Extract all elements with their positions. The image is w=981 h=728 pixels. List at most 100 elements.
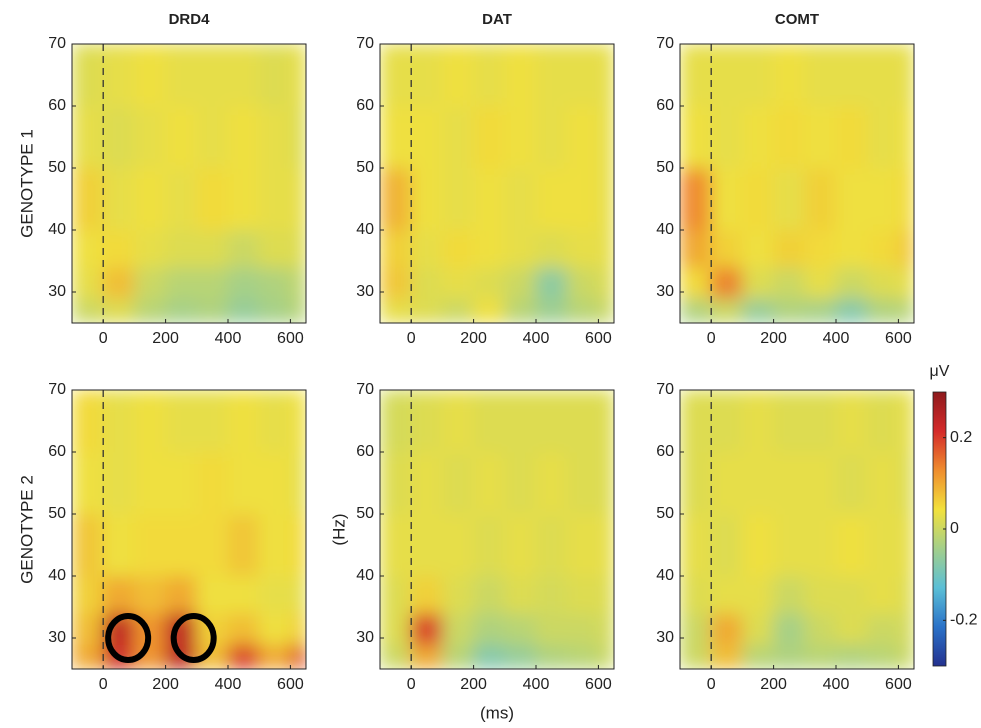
y-tick-label: 60 xyxy=(356,97,374,114)
heatmap-cell xyxy=(196,390,229,453)
heatmap-cell xyxy=(227,612,260,645)
heatmap-cell xyxy=(289,229,306,268)
heatmap-cell xyxy=(680,229,712,268)
heatmap-cell xyxy=(227,575,260,614)
heatmap-cell xyxy=(835,643,868,669)
y-tick-label: 30 xyxy=(356,629,374,646)
x-tick-label: 0 xyxy=(707,330,716,347)
heatmap-cell xyxy=(835,513,868,577)
heatmap-cell xyxy=(165,297,198,323)
x-tick-label: 0 xyxy=(99,330,108,347)
heatmap-cells xyxy=(72,44,306,323)
heatmap-cell xyxy=(710,105,743,169)
heatmap-cell xyxy=(380,451,412,515)
heatmap-cell xyxy=(866,266,899,299)
heatmap-cell xyxy=(441,105,475,169)
heatmap-cell xyxy=(289,451,306,515)
heatmap-cell xyxy=(566,44,599,107)
y-tick-label: 40 xyxy=(356,567,374,584)
heatmap-cell xyxy=(410,451,443,515)
heatmap-cell xyxy=(133,229,167,268)
heatmap-cell xyxy=(741,229,775,268)
heatmap-cell xyxy=(102,451,135,515)
heatmap-cell xyxy=(773,643,806,669)
heatmap-cell xyxy=(441,44,475,107)
heatmap-cell xyxy=(804,105,837,169)
heatmap-cell xyxy=(289,575,306,614)
x-tick-label: 200 xyxy=(152,676,179,693)
heatmap-cell xyxy=(72,390,104,453)
heatmap-cell xyxy=(504,643,537,669)
heatmap-cell xyxy=(473,513,506,577)
heatmap-cell xyxy=(866,229,899,268)
heatmap-cell xyxy=(804,167,837,231)
highlight-circle xyxy=(105,613,152,663)
x-tick-label: 400 xyxy=(823,330,850,347)
heatmap-cell xyxy=(289,266,306,299)
heatmap-cell xyxy=(473,105,506,169)
heatmap-cell xyxy=(72,612,104,645)
heatmap-cell xyxy=(680,266,712,299)
heatmap-cell xyxy=(72,575,104,614)
y-tick-label: 30 xyxy=(656,629,674,646)
heatmap-cell xyxy=(535,167,568,231)
heatmap-cell xyxy=(680,575,712,614)
heatmap-cell xyxy=(773,612,806,645)
heatmap-cell xyxy=(258,513,291,577)
heatmap-cell xyxy=(133,513,167,577)
heatmap-cell xyxy=(773,229,806,268)
heatmap-cell xyxy=(741,297,775,323)
heatmap-cell xyxy=(504,575,537,614)
heatmap-cell xyxy=(165,513,198,577)
heatmap-cell xyxy=(473,44,506,107)
heatmap-cell xyxy=(441,575,475,614)
y-axis-label: (Hz) xyxy=(329,513,348,545)
heatmap-cell xyxy=(473,297,506,323)
heatmap-cell xyxy=(72,44,104,107)
heatmap xyxy=(72,44,306,323)
y-tick-label: 60 xyxy=(356,443,374,460)
heatmap-cell xyxy=(133,451,167,515)
heatmap xyxy=(680,390,914,669)
heatmap-cell xyxy=(441,451,475,515)
heatmap-cell xyxy=(441,229,475,268)
x-tick-label: 600 xyxy=(885,676,912,693)
heatmap-cell xyxy=(773,575,806,614)
heatmap-cell xyxy=(380,575,412,614)
heatmap-cell xyxy=(102,297,135,323)
heatmap-cell xyxy=(102,44,135,107)
heatmap-cell xyxy=(804,297,837,323)
heatmap-cell xyxy=(410,44,443,107)
heatmap-cell xyxy=(441,513,475,577)
heatmap-cell xyxy=(165,44,198,107)
heatmap-cell xyxy=(102,513,135,577)
panel-title: DRD4 xyxy=(169,11,210,28)
heatmap-cell xyxy=(196,105,229,169)
y-tick-label: 60 xyxy=(656,443,674,460)
heatmap-cell xyxy=(102,575,135,614)
heatmap-cell xyxy=(680,643,712,669)
x-tick-label: 0 xyxy=(99,676,108,693)
y-tick-label: 70 xyxy=(48,35,66,52)
heatmap-cell xyxy=(535,229,568,268)
heatmap-cell xyxy=(289,44,306,107)
heatmap-cell xyxy=(227,105,260,169)
x-tick-label: 200 xyxy=(152,330,179,347)
heatmap-cell xyxy=(535,297,568,323)
heatmap-cell xyxy=(866,451,899,515)
heatmap-cell xyxy=(133,167,167,231)
x-tick-label: 400 xyxy=(523,330,550,347)
heatmap-cell xyxy=(410,229,443,268)
heatmap-cell xyxy=(196,266,229,299)
heatmap-cell xyxy=(289,612,306,645)
heatmap-cell xyxy=(227,229,260,268)
heatmap-cell xyxy=(133,44,167,107)
heatmap-cell xyxy=(804,390,837,453)
heatmap-cell xyxy=(597,297,614,323)
heatmap-cell xyxy=(380,105,412,169)
heatmap-cell xyxy=(504,612,537,645)
y-axis-label: GENOTYPE 1 xyxy=(17,129,36,238)
heatmap-cell xyxy=(710,167,743,231)
plot-frame xyxy=(71,43,307,324)
heatmap-cell xyxy=(741,612,775,645)
